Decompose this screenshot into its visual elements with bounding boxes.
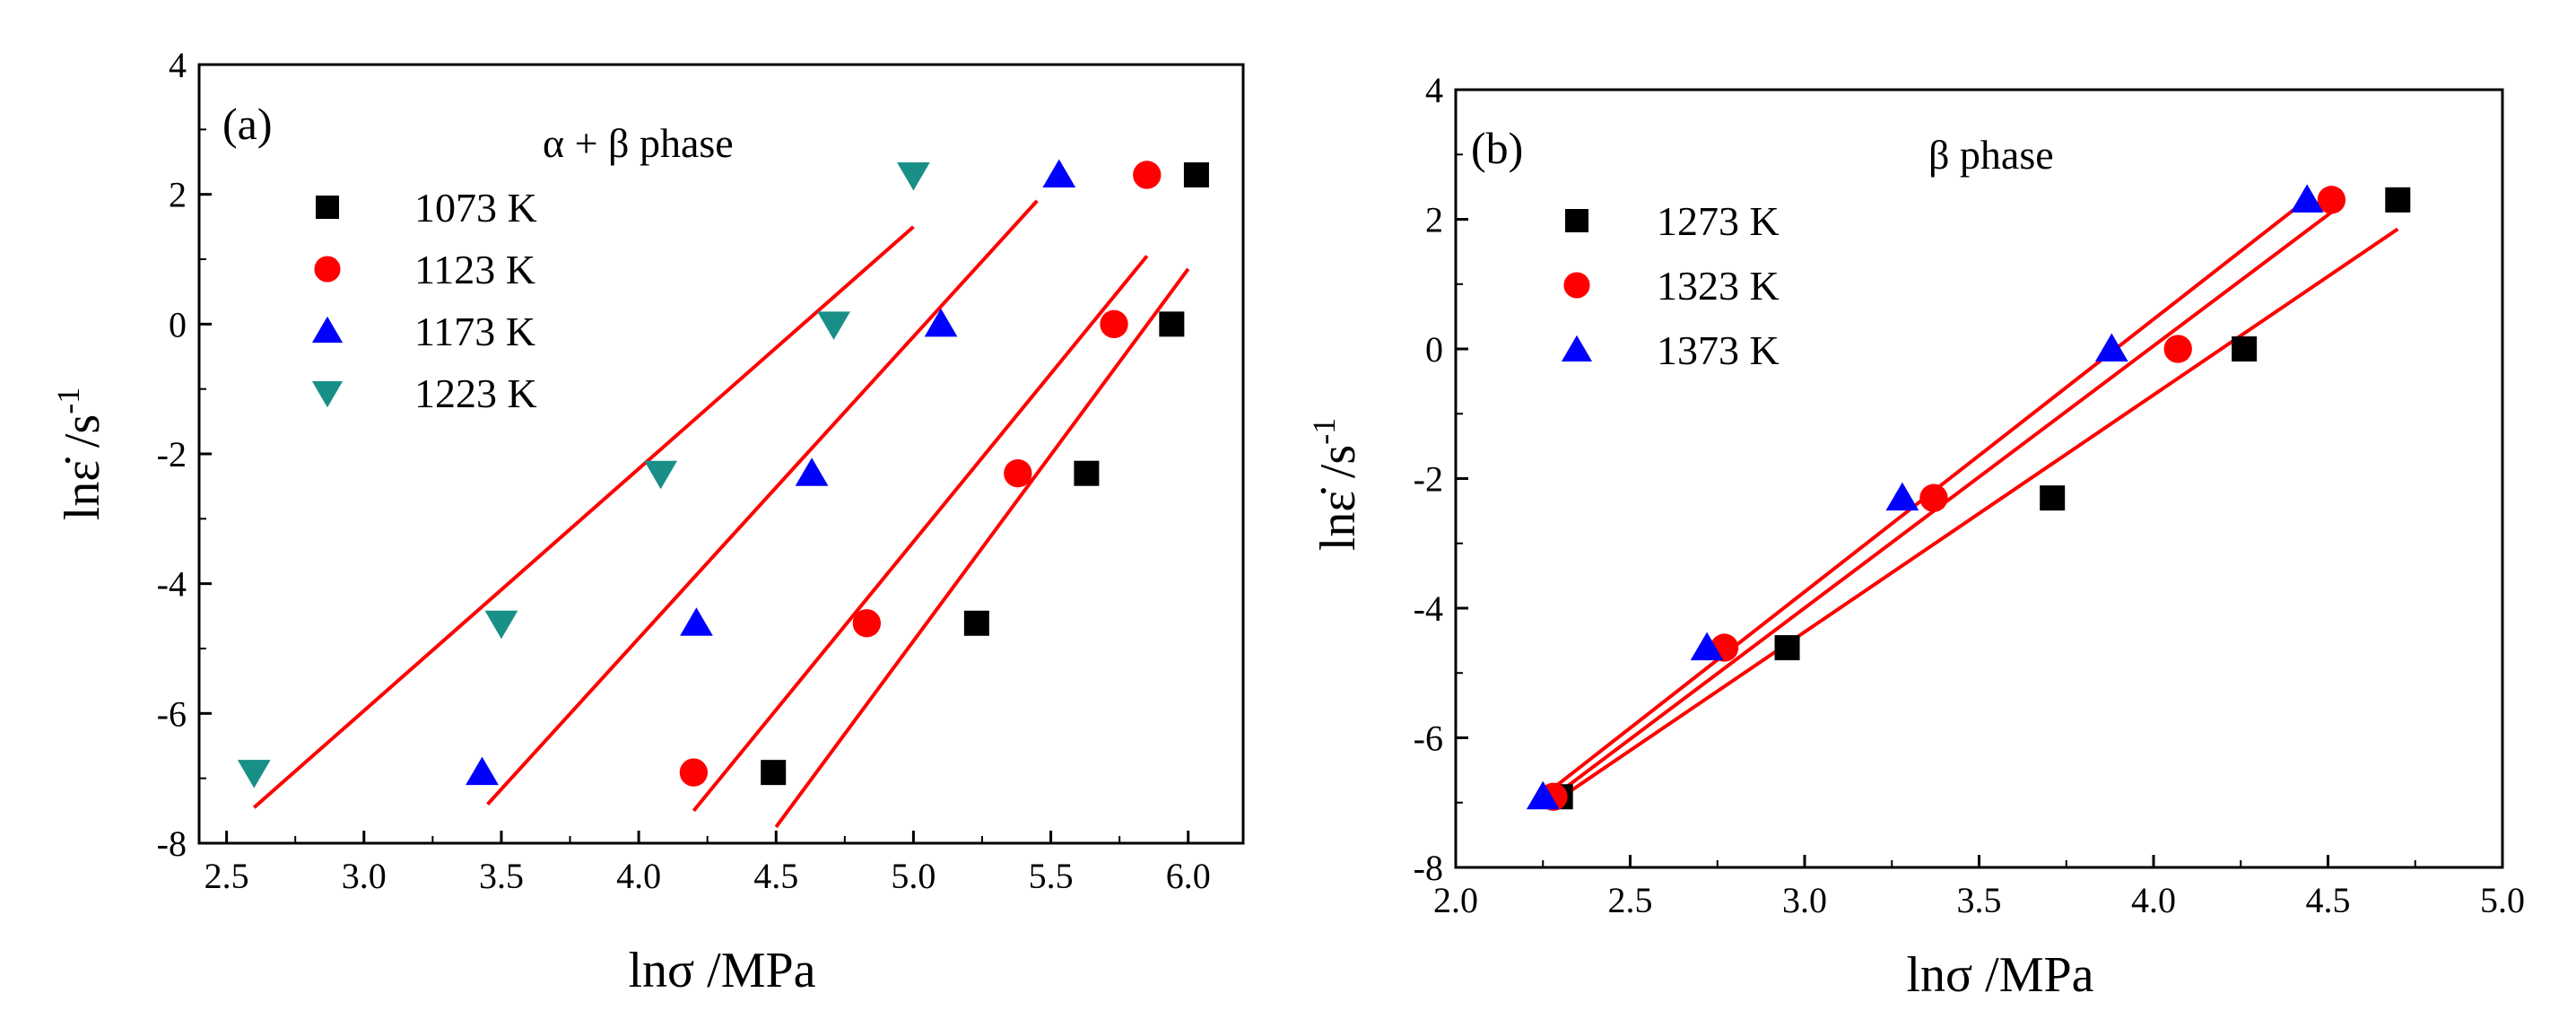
x-tick-label: 3.5: [1957, 880, 2002, 920]
legend-entry: 1373 K: [1657, 327, 1780, 373]
x-tick-label: 4.5: [753, 856, 798, 896]
fit-line-1173k: [486, 199, 1039, 806]
y-axis-title-main: lnε̇ /s: [1310, 445, 1366, 551]
data-point-1323k: [2317, 186, 2346, 214]
y-tick-label: -2: [1414, 459, 1443, 500]
data-point-1273k: [2040, 485, 2066, 511]
data-point-1073k: [1183, 161, 1209, 187]
data-point-1373k: [1690, 631, 1724, 661]
data-point-1123k: [1100, 309, 1128, 339]
fit-line-1223k: [252, 225, 915, 809]
legend-entry: 1273 K: [1657, 198, 1780, 244]
y-tick-label: 0: [169, 304, 187, 344]
y-tick-label: 2: [1425, 200, 1443, 240]
legend-entry: 1323 K: [1657, 263, 1780, 309]
legend-marker: [1561, 335, 1593, 361]
legend-marker: [314, 256, 341, 283]
phase-label: β phase: [1928, 132, 2054, 178]
legend-entry: 1223 K: [414, 370, 537, 416]
y-tick-label: -6: [157, 693, 187, 734]
y-tick-label: 4: [1425, 70, 1443, 110]
data-point-1223k: [817, 311, 850, 340]
x-tick-label: 2.5: [1608, 880, 1653, 920]
data-point-1123k: [679, 758, 709, 787]
legend-marker: [316, 196, 339, 219]
data-point-1273k: [2385, 187, 2411, 213]
data-point-1173k: [795, 457, 829, 486]
y-axis-title-superscript: -1: [50, 388, 86, 414]
legend-entry: 1073 K: [414, 185, 537, 231]
x-axis-title: lnσ /MPa: [628, 943, 815, 998]
x-tick-label: 3.0: [342, 856, 387, 896]
x-tick-label: 5.0: [2480, 880, 2525, 920]
y-axis-title-superscript: -1: [1306, 418, 1342, 445]
data-point-1373k: [2290, 184, 2324, 213]
data-point-1173k: [680, 607, 713, 636]
legend-marker: [311, 381, 344, 408]
data-point-1373k: [1885, 482, 1919, 511]
data-point-1323k: [1919, 483, 1948, 512]
y-tick-label: -4: [1414, 588, 1443, 629]
x-tick-label: 2.5: [205, 856, 249, 896]
x-tick-label: 5.0: [891, 856, 936, 896]
data-point-1223k: [484, 610, 518, 640]
data-point-1223k: [644, 460, 677, 490]
fit-line-1273k: [1552, 227, 2399, 805]
data-point-1073k: [761, 760, 787, 786]
y-axis-title: lnε̇ /s-1: [50, 388, 110, 520]
fit-line-1073k: [774, 267, 1190, 829]
legend-marker: [1563, 272, 1590, 299]
fit-line-1123k: [692, 255, 1149, 813]
y-tick-label: 0: [1425, 329, 1443, 370]
data-point-1223k: [237, 760, 271, 788]
x-tick-label: 3.0: [1782, 880, 1827, 920]
panel-a-chart: 2.5 3.0 3.5 4.0 4.5 5.0 5.5 6.0 -8 -6 -4 -2 0 2 4 (a) α …: [50, 45, 1245, 998]
data-point-1073k: [1074, 460, 1100, 486]
x-tick-label: 2.0: [1433, 880, 1478, 920]
panel-label: (b): [1471, 123, 1523, 173]
y-tick-label: -8: [157, 823, 187, 864]
plot-frame: [197, 63, 1245, 845]
x-tick-label: 3.5: [479, 856, 524, 896]
data-point-1373k: [1526, 780, 1560, 810]
y-tick-label: -2: [157, 434, 187, 475]
data-point-1373k: [2094, 333, 2128, 361]
x-tick-label: 4.5: [2306, 880, 2351, 920]
legend-entry: 1173 K: [414, 309, 535, 354]
data-point-1073k: [963, 610, 989, 636]
data-point-1323k: [2163, 335, 2192, 363]
data-point-1123k: [1133, 161, 1162, 189]
x-tick-label: 4.0: [616, 856, 661, 896]
y-tick-label: 2: [169, 175, 187, 215]
panel-label: (a): [222, 99, 273, 149]
y-tick-label: -6: [1414, 719, 1443, 759]
data-point-1173k: [924, 308, 958, 337]
legend-entry: 1123 K: [414, 247, 535, 292]
data-point-1273k: [1774, 635, 1800, 661]
data-point-1173k: [466, 756, 499, 786]
legend-marker: [1565, 209, 1588, 232]
x-tick-label: 6.0: [1166, 856, 1211, 896]
x-tick-label: 4.0: [2131, 880, 2176, 920]
y-tick-label: -8: [1414, 848, 1443, 888]
y-axis-title: lnε̇ /s-1: [1306, 418, 1366, 551]
x-tick-label: 5.5: [1029, 856, 1074, 896]
phase-label: α + β phase: [543, 120, 734, 166]
x-axis-title: lnσ /MPa: [1906, 947, 2093, 1003]
y-axis-title-main: lnε̇ /s: [55, 414, 110, 520]
data-point-1123k: [1004, 459, 1032, 488]
panel-b-chart: 2.0 2.5 3.0 3.5 4.0 4.5 5.0 -8 -6 -4 -2 0 2 4 (b) β pha…: [1306, 70, 2525, 1003]
data-point-1073k: [1159, 311, 1185, 337]
data-point-1123k: [852, 609, 882, 638]
data-point-1173k: [1042, 159, 1076, 187]
data-point-1273k: [2232, 336, 2258, 361]
y-tick-label: 4: [169, 45, 187, 85]
y-tick-label: -4: [157, 564, 187, 605]
data-point-1223k: [897, 161, 930, 191]
legend-marker: [311, 316, 344, 343]
